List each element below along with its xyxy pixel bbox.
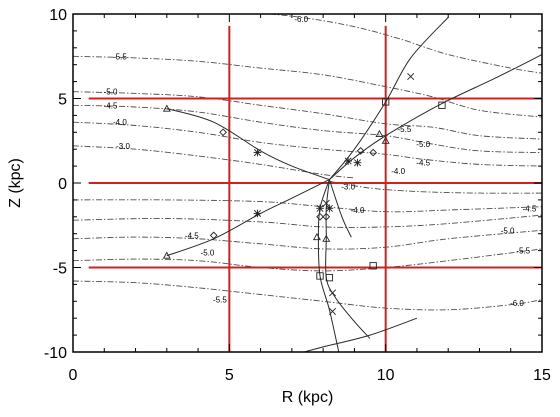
- trajectory-curve: [328, 179, 352, 238]
- x-tick-labels: 0 5 10 15: [69, 367, 551, 384]
- contour-label: -4.0: [391, 167, 405, 176]
- contour-label: -6.0: [294, 15, 308, 24]
- x-tick-label: 5: [225, 367, 234, 384]
- square-marker: [369, 262, 377, 270]
- contour-label: -4.5: [523, 204, 537, 213]
- contour-label: -4.5: [104, 101, 118, 110]
- y-tick-label: 0: [58, 176, 67, 193]
- triangle-marker: [312, 232, 321, 241]
- x-axis-label: R (kpc): [282, 389, 334, 406]
- y-tick-label: 5: [58, 92, 67, 109]
- contour-line: [73, 199, 542, 213]
- diamond-marker: [209, 231, 218, 240]
- y-tick-label: 10: [49, 7, 67, 24]
- contour-line: [73, 214, 542, 228]
- contour-line: [73, 91, 542, 140]
- contour-label: -5.0: [501, 226, 515, 235]
- y-tick-label: -10: [44, 345, 67, 362]
- diamond-marker: [316, 212, 324, 221]
- contour-label: -3.0: [341, 182, 355, 191]
- square-marker: [382, 98, 390, 106]
- square-marker: [316, 272, 324, 280]
- x-tick-label: 15: [533, 367, 551, 384]
- contour-line: [73, 229, 542, 250]
- trajectory-curve: [329, 54, 542, 180]
- triangle-marker: [322, 234, 331, 242]
- contour-label: -4.5: [185, 231, 199, 240]
- contour-line: [73, 104, 542, 154]
- diamond-marker: [369, 148, 377, 157]
- x-tick-label: 0: [69, 367, 78, 384]
- diamond-marker: [322, 212, 331, 221]
- contour-line: [73, 55, 542, 118]
- y-axis-label: Z (kpc): [7, 158, 24, 208]
- y-tick-label: -5: [53, 261, 67, 278]
- x-tick-label: 10: [377, 367, 395, 384]
- y-tick-labels: -10 -5 0 5 10: [44, 7, 67, 362]
- star-marker: [353, 158, 362, 167]
- contour-label: -4.0: [113, 118, 127, 127]
- square-marker: [325, 273, 334, 282]
- reference-lines: [88, 25, 542, 352]
- contour-line: [266, 14, 542, 74]
- square-marker: [438, 101, 446, 109]
- trajectory-curve: [329, 17, 449, 180]
- cross-marker: [322, 199, 330, 207]
- contour-label: -6.0: [510, 299, 524, 308]
- data-markers: [162, 73, 446, 315]
- contour-label: -5.5: [516, 247, 530, 256]
- star-marker: [253, 148, 262, 157]
- cross-marker: [328, 289, 337, 297]
- contour-label: -4.5: [416, 159, 430, 168]
- cross-marker: [328, 307, 337, 315]
- contour-label: -5.5: [113, 52, 127, 61]
- diamond-marker: [356, 147, 365, 155]
- contour-label: -5.0: [104, 88, 118, 97]
- contour-label: -5.0: [416, 140, 430, 149]
- contour-label: -4.0: [351, 206, 365, 215]
- triangle-marker: [162, 104, 171, 112]
- triangle-marker: [375, 129, 384, 137]
- star-marker: [253, 209, 262, 218]
- contour-line: [73, 121, 542, 167]
- contour-label: -5.0: [201, 248, 215, 257]
- contour-line: [329, 180, 542, 194]
- diamond-marker: [219, 128, 227, 137]
- contour-line: [73, 280, 542, 311]
- triangle-marker: [381, 136, 390, 144]
- contour-line: [73, 248, 542, 272]
- axis-ticks: [72, 13, 543, 353]
- trajectory-curve: [166, 108, 330, 181]
- cross-marker: [407, 73, 415, 81]
- star-marker: [344, 157, 352, 165]
- triangle-marker: [162, 251, 171, 259]
- star-marker: [325, 204, 334, 213]
- contour-lines: [73, 14, 542, 311]
- contour-line: [73, 145, 355, 179]
- contour-label: -5.5: [213, 296, 227, 305]
- contour-labels: -6.0-5.5-5.0-4.5-4.0-3.0-3.0-4.0 -4.5-5.0…: [104, 15, 537, 308]
- star-marker: [316, 204, 324, 213]
- contour-label: -5.5: [398, 125, 412, 134]
- contour-label: -3.0: [116, 142, 130, 151]
